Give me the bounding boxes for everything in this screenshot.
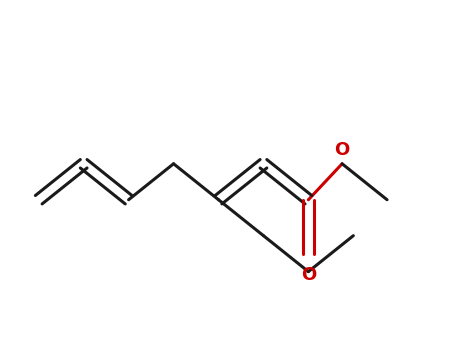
Text: O: O [334,141,350,159]
Text: O: O [301,266,316,284]
